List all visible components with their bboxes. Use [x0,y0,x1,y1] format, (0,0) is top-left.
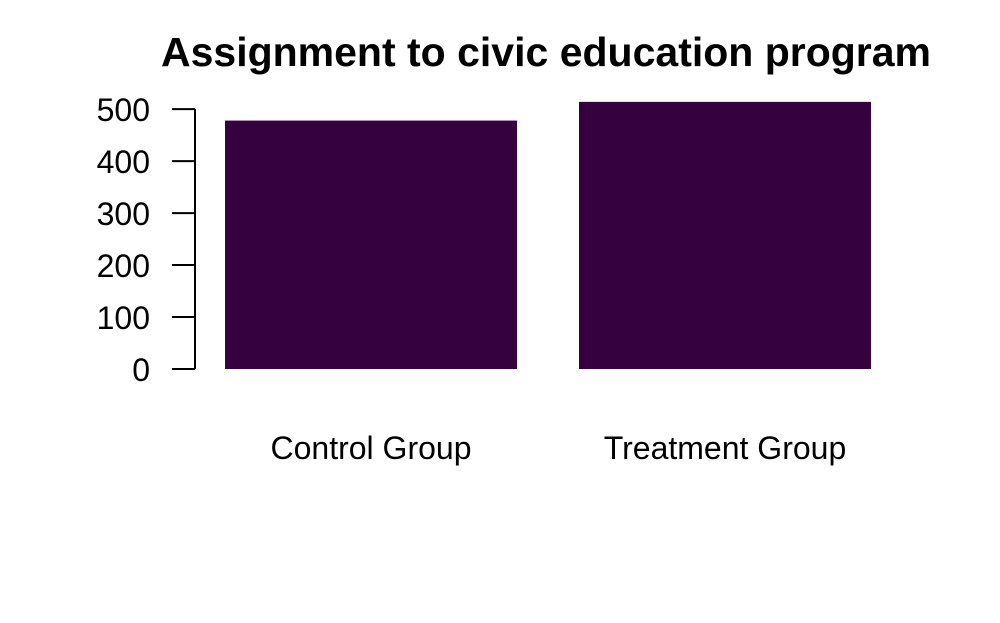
y-tick-label: 200 [97,248,150,284]
y-tick-label: 0 [132,352,150,388]
bar [225,120,517,369]
x-category-label: Control Group [271,430,472,466]
x-axis-labels: Control Group Treatment Group [271,430,847,466]
x-category-label: Treatment Group [604,430,846,466]
y-tick-label: 500 [97,92,150,128]
y-tick-label: 100 [97,300,150,336]
bar [579,101,871,369]
y-tick-label: 300 [97,196,150,232]
bars-group [225,101,871,369]
y-axis: 0 100 200 300 400 500 [97,92,196,388]
chart-title: Assignment to civic education program [161,29,931,75]
y-tick-label: 400 [97,144,150,180]
